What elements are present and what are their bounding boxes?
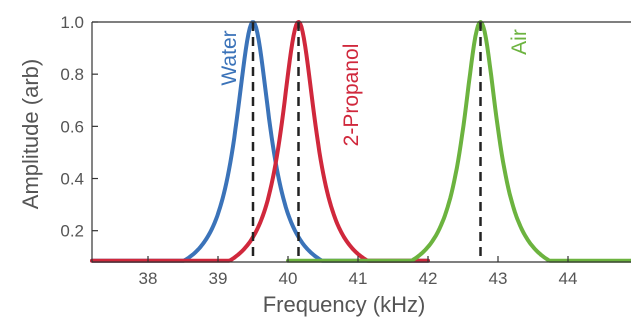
x-tick-label: 42 bbox=[419, 269, 438, 288]
series-label-2-propanol: 2-Propanol bbox=[340, 44, 363, 147]
y-tick-label: 0.4 bbox=[60, 170, 84, 189]
series-label-water: Water bbox=[218, 30, 241, 85]
series-line-air bbox=[286, 20, 631, 263]
x-tick-label: 40 bbox=[279, 269, 298, 288]
x-tick-label: 39 bbox=[209, 269, 228, 288]
series-label-air: Air bbox=[508, 29, 531, 55]
y-tick-label: 0.6 bbox=[60, 117, 84, 136]
y-axis-title: Amplitude (arb) bbox=[18, 59, 43, 209]
y-tick-label: 1.0 bbox=[60, 13, 84, 32]
x-tick-label: 43 bbox=[489, 269, 508, 288]
y-tick-label: 0.2 bbox=[60, 222, 84, 241]
series-labels: Water 2-Propanol Air bbox=[218, 29, 531, 146]
peak-markers bbox=[251, 22, 482, 262]
x-tick-label: 44 bbox=[559, 269, 578, 288]
x-tick-label: 38 bbox=[139, 269, 158, 288]
axes bbox=[91, 21, 631, 263]
y-tick-label: 0.8 bbox=[60, 65, 84, 84]
x-tick-label: 41 bbox=[349, 269, 368, 288]
x-axis-title: Frequency (kHz) bbox=[263, 292, 426, 317]
tick-labels: 38 39 40 41 42 43 44 0.2 0.4 0.6 0.8 1.0 bbox=[60, 13, 577, 288]
